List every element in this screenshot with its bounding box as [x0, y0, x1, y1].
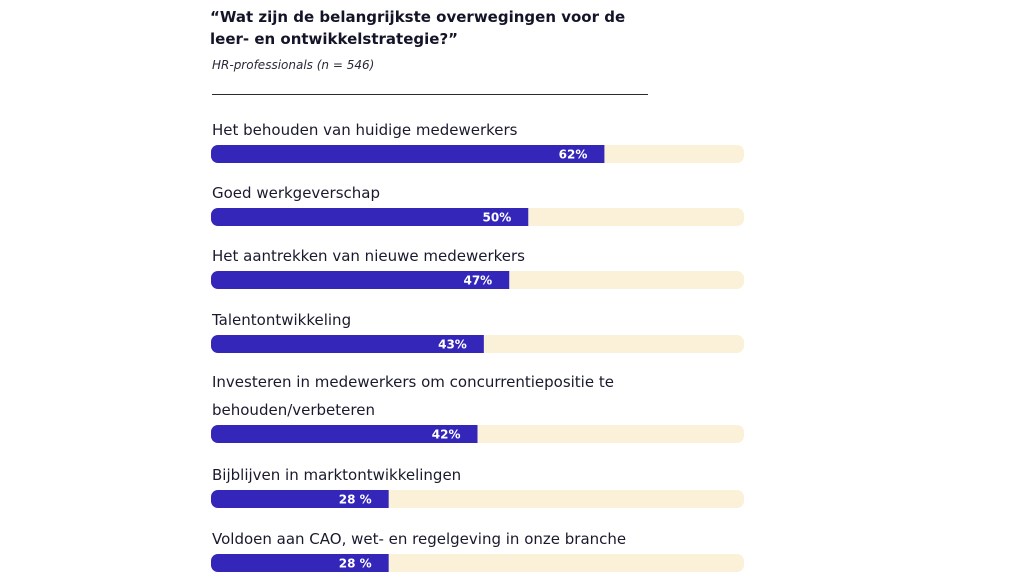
bar: [211, 554, 389, 572]
bar: [211, 208, 529, 226]
value-label: 43%: [438, 338, 467, 352]
title-divider: [212, 94, 648, 95]
category-label: Voldoen aan CAO, wet- en regelgeving in …: [212, 530, 626, 548]
value-label: 50%: [483, 211, 512, 225]
category-label: Het aantrekken van nieuwe medewerkers: [212, 247, 525, 265]
category-label: Het behouden van huidige medewerkers: [212, 121, 518, 139]
category-label: Talentontwikkeling: [211, 311, 351, 329]
bar-row: Het aantrekken van nieuwe medewerkers 47%: [211, 247, 744, 289]
bar-row: Investeren in medewerkers om concurrenti…: [211, 373, 744, 443]
bar: [211, 271, 510, 289]
bar-row: Talentontwikkeling 43%: [211, 311, 744, 353]
category-label: behouden/verbeteren: [212, 401, 375, 419]
chart-title-line-2: leer- en ontwikkelstrategie?”: [210, 30, 458, 48]
chart-title: “Wat zijn de belangrijkste overwegingen …: [210, 6, 630, 50]
value-label: 47%: [463, 274, 492, 288]
category-label: Bijblijven in marktontwikkelingen: [212, 466, 461, 484]
bar: [211, 425, 478, 443]
bar-row: Het behouden van huidige medewerkers 62%: [211, 121, 744, 163]
value-label: 62%: [559, 148, 588, 162]
category-label: Investeren in medewerkers om concurrenti…: [212, 373, 614, 391]
bar-row: Bijblijven in marktontwikkelingen 28 %: [211, 466, 744, 508]
category-label: Goed werkgeverschap: [212, 184, 380, 202]
chart-title-line-1: “Wat zijn de belangrijkste overwegingen …: [210, 8, 626, 26]
value-label: 28 %: [339, 493, 372, 507]
bar-row: Goed werkgeverschap 50%: [211, 184, 744, 226]
bar: [211, 335, 484, 353]
value-label: 28 %: [339, 557, 372, 571]
bar-row: Voldoen aan CAO, wet- en regelgeving in …: [211, 530, 744, 572]
bar: [211, 145, 605, 163]
bar: [211, 490, 389, 508]
value-label: 42%: [432, 428, 461, 442]
chart-subtitle: HR-professionals (n = 546): [212, 58, 375, 72]
